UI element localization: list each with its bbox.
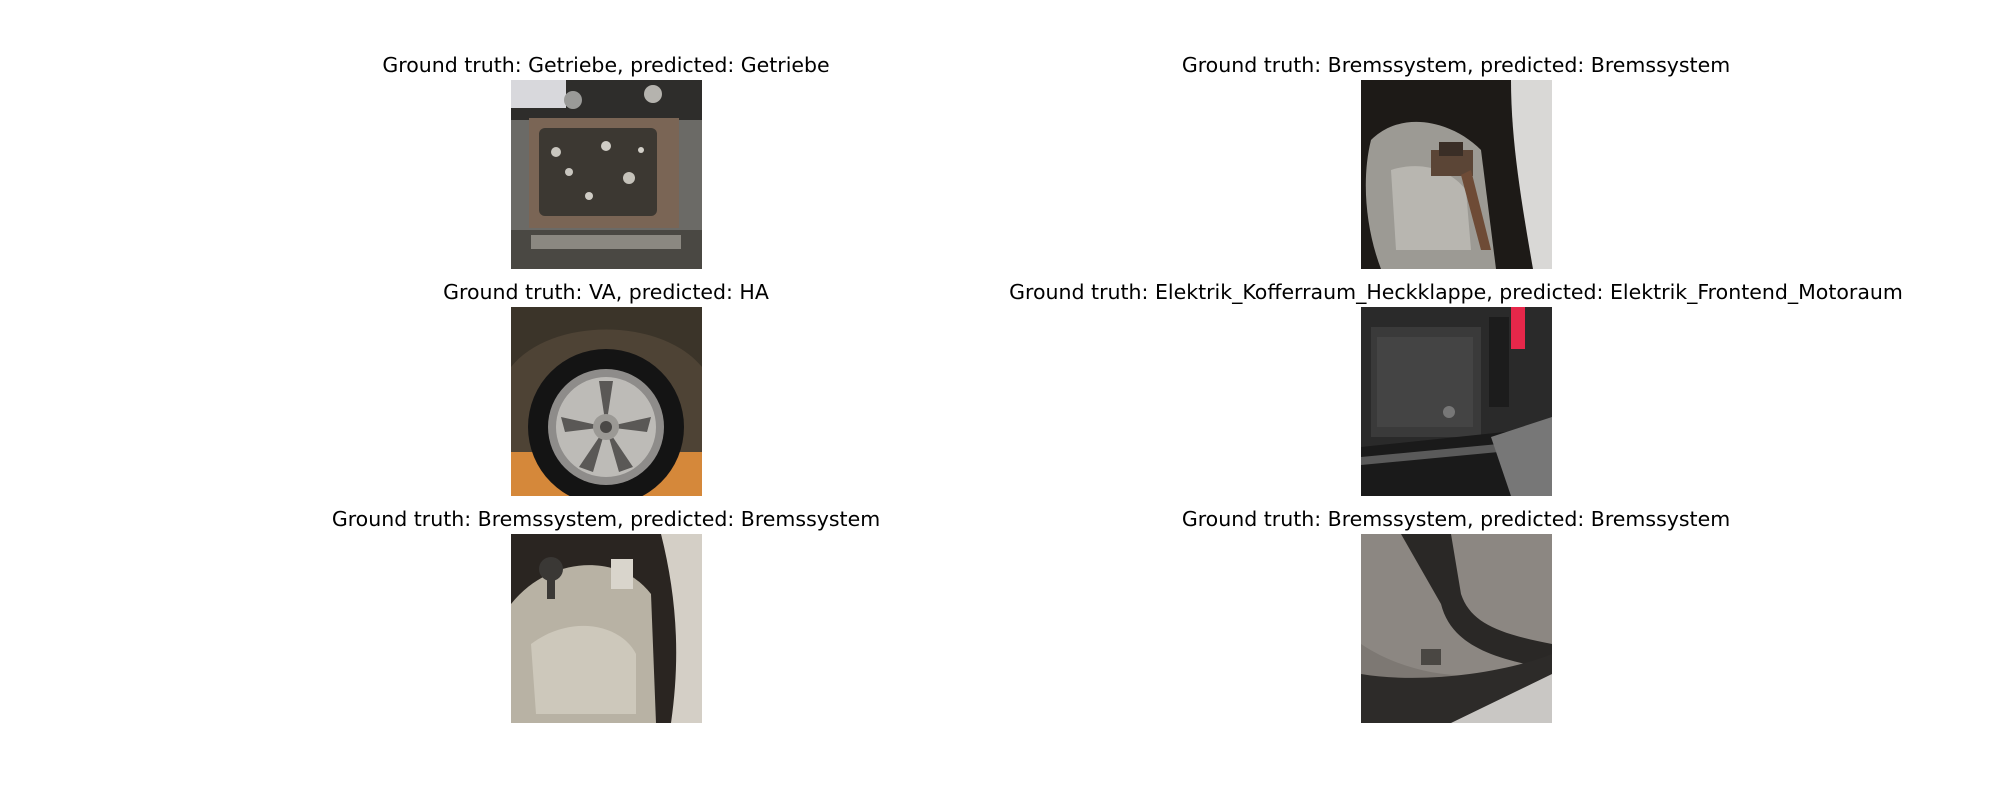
panel-caption: Ground truth: Bremssystem, predicted: Br… [1181, 53, 1731, 77]
brake-caliper-image [1361, 534, 1552, 723]
panel-3: Ground truth: VA, predicted: HA [106, 227, 1106, 496]
panel-caption: Ground truth: Bremssystem, predicted: Br… [331, 507, 881, 531]
panel-5: Ground truth: Bremssystem, predicted: Br… [106, 454, 1106, 723]
panel-2: Ground truth: Bremssystem, predicted: Br… [956, 0, 1956, 269]
transmission-image [511, 80, 702, 269]
wheel-image [511, 307, 702, 496]
panel-4: Ground truth: Elektrik_Kofferraum_Heckkl… [956, 227, 1956, 496]
panel-caption: Ground truth: Elektrik_Kofferraum_Heckkl… [1009, 280, 1903, 304]
panel-caption: Ground truth: Getriebe, predicted: Getri… [382, 53, 830, 77]
panel-caption: Ground truth: VA, predicted: HA [443, 280, 769, 304]
electrics-box-image [1361, 307, 1552, 496]
brake-caliper-image [511, 534, 702, 723]
panel-6: Ground truth: Bremssystem, predicted: Br… [956, 454, 1956, 723]
panel-1: Ground truth: Getriebe, predicted: Getri… [106, 0, 1106, 269]
brake-caliper-image [1361, 80, 1552, 269]
panel-caption: Ground truth: Bremssystem, predicted: Br… [1181, 507, 1731, 531]
